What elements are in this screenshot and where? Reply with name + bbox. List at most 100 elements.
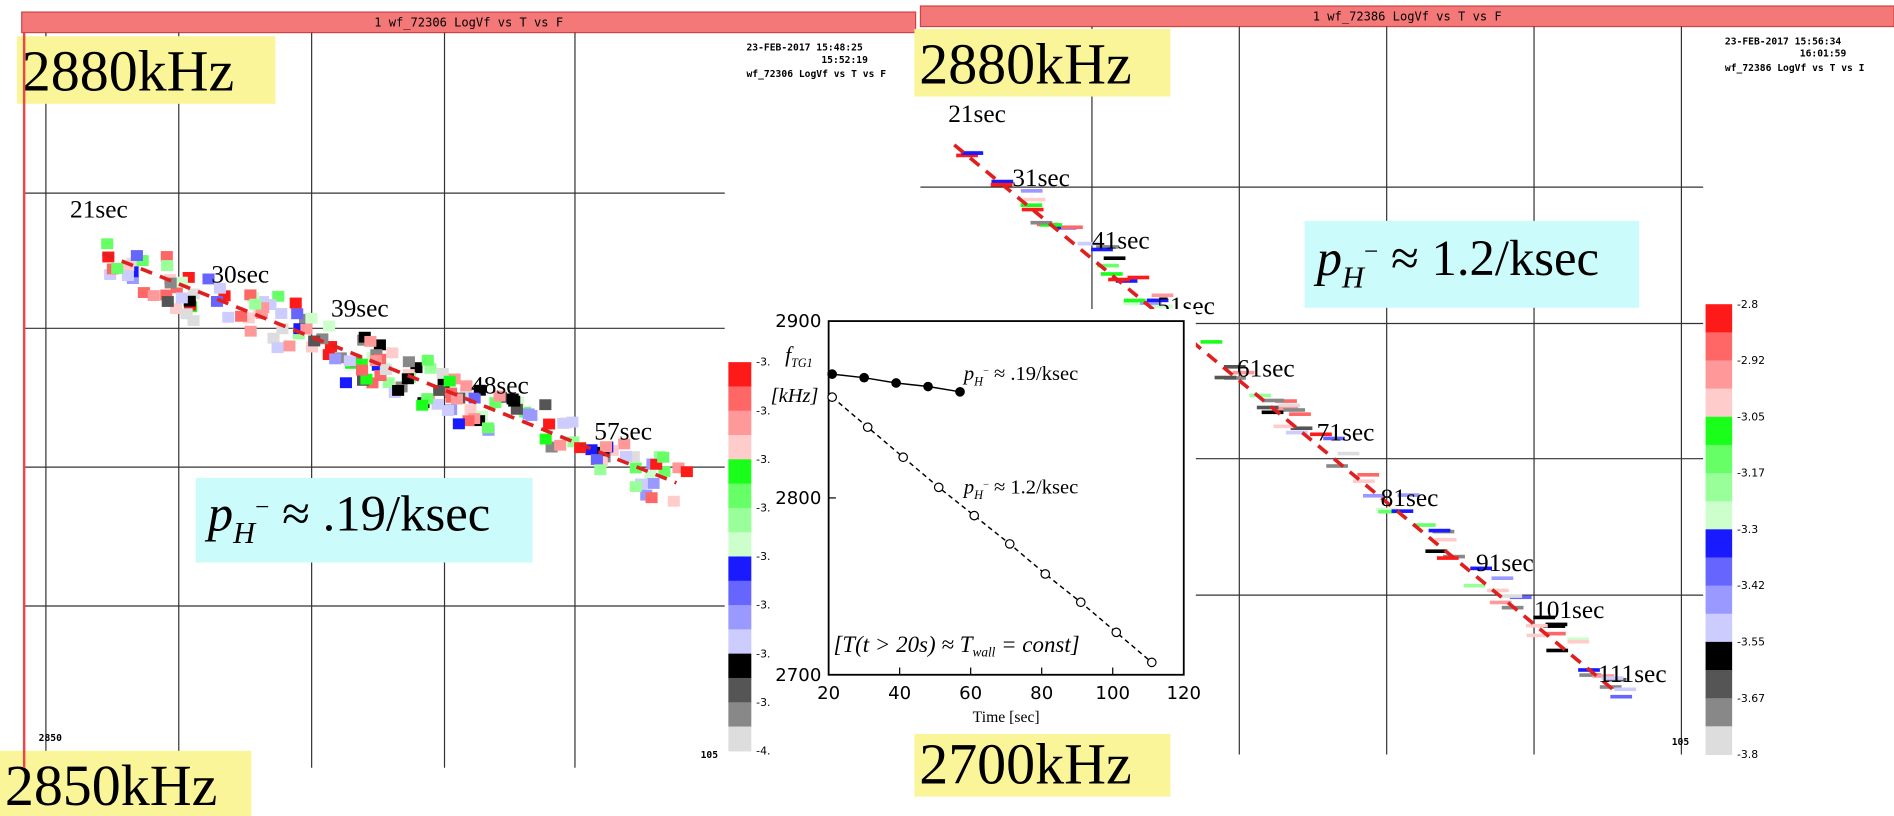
colorbar-label: -3.: [756, 696, 770, 709]
colorbar-label: -3.: [756, 453, 770, 466]
title-bar-text: 1 wf_72386 LogVf vs T vs F: [1313, 10, 1502, 24]
spectrogram-pixel: [392, 385, 404, 396]
text-part: wall: [972, 645, 995, 660]
spectrogram-pixel: [275, 308, 287, 319]
colorbar-swatch: [728, 581, 751, 606]
slide: 1 wf_72306 LogVf vs T vs F23-FEB-2017 15…: [0, 0, 1894, 816]
colorbar-label: -3.: [756, 502, 770, 515]
time-label: 41sec: [1092, 227, 1150, 255]
time-label: 21sec: [70, 195, 128, 223]
spectrogram-pixel: [111, 263, 123, 274]
caption: wf_72306 LogVf vs T vs F: [746, 69, 886, 80]
colorbar-swatch: [1706, 360, 1733, 389]
colorbar-swatch: [1706, 417, 1733, 446]
spectrogram-pixel: [162, 296, 174, 307]
spectrogram-pixel: [1437, 556, 1459, 560]
chart-condition: [T(t > 20s) ≈ Twall = const]: [833, 632, 1079, 660]
spectrogram-pixel: [364, 336, 376, 347]
spectrogram-pixel: [1435, 538, 1457, 542]
text-part: ≈ .19/ksec: [269, 485, 490, 541]
colorbar-label: -3.05: [1737, 410, 1765, 423]
y-axis-unit: [kHz]: [771, 385, 819, 407]
spectrogram-pixel: [668, 496, 680, 507]
frequency-label: 2880kHz: [919, 31, 1132, 96]
text-part: ≈ .19/ksec: [989, 363, 1078, 385]
x-tick-label: 40: [888, 683, 911, 704]
data-point: [924, 382, 932, 390]
colorbar-swatch: [1706, 332, 1733, 361]
spectrogram-pixel: [249, 299, 261, 310]
colorbar-label: -3.3: [1737, 523, 1758, 536]
frequency-label: 2880kHz: [22, 39, 235, 104]
spectrogram-pixel: [525, 410, 537, 421]
text-part: p: [1314, 230, 1342, 286]
time-label: 91sec: [1476, 549, 1534, 577]
colorbar-swatch: [728, 678, 751, 703]
spectrogram-pixel: [543, 419, 555, 430]
data-point: [828, 393, 836, 401]
spectrogram-pixel: [122, 270, 134, 281]
spectrogram-pixel: [1215, 376, 1237, 380]
time-label: 61sec: [1237, 355, 1295, 383]
colorbar-swatch: [728, 702, 751, 727]
colorbar-swatch: [1706, 389, 1733, 418]
spectrogram-pixel: [630, 481, 642, 492]
spectrogram-pixel: [539, 399, 551, 410]
y-tick-label: 2900: [775, 311, 821, 332]
time-label: 21sec: [948, 100, 1006, 128]
data-point: [1077, 598, 1085, 606]
spectrogram-pixel: [272, 342, 284, 353]
spectrogram-pixel: [101, 238, 113, 249]
spectrogram-pixel: [356, 365, 368, 376]
spectrogram-pixel: [1464, 584, 1486, 588]
data-point: [956, 388, 964, 396]
page: { "left_panel": { "title_bar": "1 wf_723…: [0, 0, 1894, 816]
data-point: [899, 453, 907, 461]
x-axis-label: Time [sec]: [973, 709, 1040, 726]
spectrogram-pixel: [416, 400, 428, 411]
colorbar-swatch: [728, 629, 751, 654]
timestamp: 15:52:19: [821, 55, 868, 66]
text-part: = const]: [995, 632, 1079, 657]
spectrogram-pixel: [329, 353, 341, 364]
colorbar-swatch: [728, 484, 751, 509]
spectrogram-pixel: [453, 418, 465, 429]
spectrogram-pixel: [283, 340, 295, 351]
colorbar-swatch: [1706, 557, 1733, 586]
timestamp: 23-FEB-2017 15:56:34: [1725, 37, 1841, 48]
y-tick-label: 2800: [775, 488, 821, 509]
time-label: 71sec: [1317, 419, 1375, 447]
x-tick-label: 120: [1166, 683, 1201, 704]
spectrogram-pixel: [344, 355, 356, 366]
spectrogram-pixel: [657, 452, 669, 463]
spectrogram-pixel: [1104, 256, 1126, 260]
spectrogram-pixel: [1526, 624, 1548, 628]
colorbar-swatch: [1706, 501, 1733, 530]
spectrogram-pixel: [386, 347, 398, 358]
time-label: 111sec: [1598, 660, 1667, 688]
colorbar-label: -4.: [756, 744, 770, 757]
spectrogram-pixel: [305, 313, 317, 324]
colorbar-label: -2.8: [1737, 298, 1758, 311]
spectrogram-pixel: [1326, 464, 1348, 468]
spectrogram-pixel: [444, 376, 456, 387]
spectrogram-pixel: [482, 422, 494, 433]
colorbar-swatch: [728, 508, 751, 533]
data-point: [1006, 540, 1014, 548]
spectrogram-pixel: [1101, 272, 1123, 276]
text-part: [T(t > 20s) ≈ T: [833, 632, 974, 657]
data-point: [934, 483, 942, 491]
spectrogram-pixel: [961, 151, 983, 155]
colorbar-swatch: [728, 556, 751, 581]
spectrogram-pixel: [566, 417, 578, 428]
colorbar-label: -3.55: [1737, 636, 1765, 649]
spectrogram-pixel: [591, 454, 603, 465]
y-tick-label: 2700: [775, 665, 821, 686]
spectrogram-pixel: [1357, 473, 1379, 477]
spectrogram-pixel: [267, 333, 279, 344]
spectrogram-pixel: [1024, 198, 1046, 202]
spectrogram-pixel: [1338, 452, 1360, 456]
colorbar-label: -2.92: [1737, 354, 1765, 367]
spectrogram-pixel: [1061, 225, 1083, 229]
colorbar-label: -3.42: [1737, 579, 1765, 592]
